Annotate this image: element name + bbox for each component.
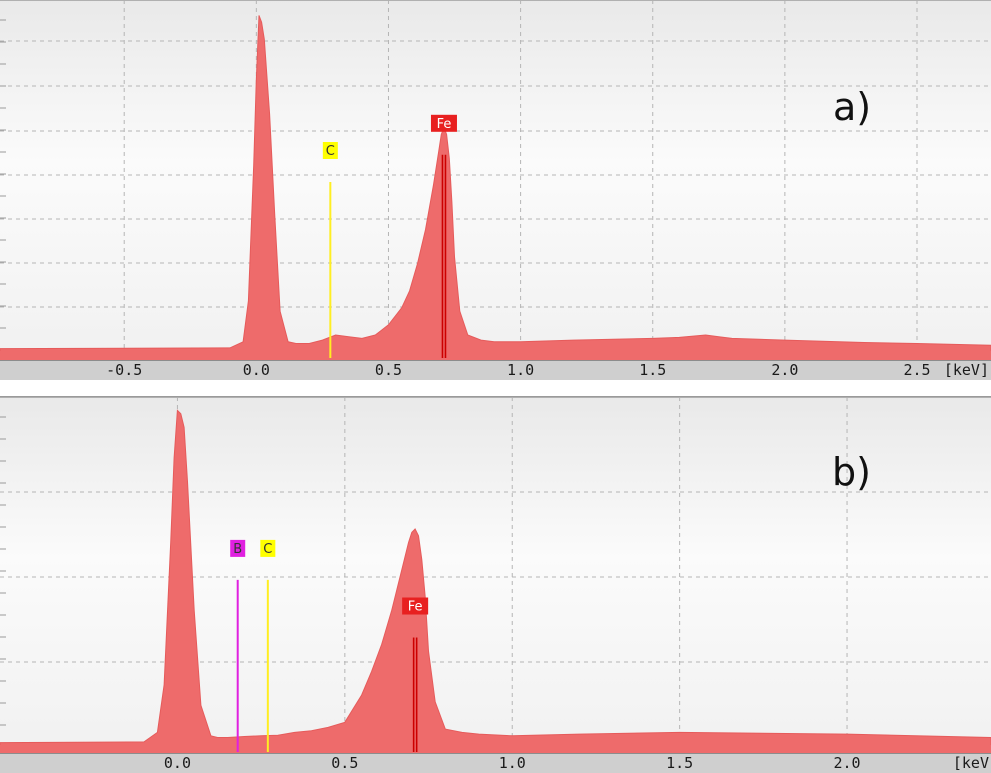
marker-label-c: C — [263, 542, 272, 557]
marker-label-fe: Fe — [408, 600, 423, 615]
x-tick-label: 1.0 — [507, 361, 534, 379]
x-unit-label: [keV — [953, 754, 989, 772]
spectrum-area — [0, 15, 991, 353]
marker-label-c: C — [326, 144, 335, 159]
panel-label: a) — [833, 85, 871, 129]
x-tick-label: 0.5 — [331, 754, 358, 772]
x-tick-label: 1.5 — [666, 754, 693, 772]
x-tick-label: 2.0 — [833, 754, 860, 772]
spectrum-panel-b: B C Fe b) 0.0 0.5 1.0 1.5 2.0 [keV — [0, 397, 991, 773]
x-tick-label: 0.0 — [243, 361, 270, 379]
x-tick-label: 1.5 — [639, 361, 666, 379]
x-tick-label: 1.0 — [499, 754, 526, 772]
spectrum-chart-a: C Fe a) -0.5 0.0 0.5 1.0 1.5 2.0 2.5 [keV] — [0, 0, 991, 380]
marker-badge-c — [260, 539, 276, 557]
baseline — [0, 351, 991, 360]
x-tick-label: 2.5 — [903, 361, 930, 379]
x-tick-label: 0.0 — [164, 754, 191, 772]
baseline — [0, 745, 991, 753]
spectrum-area — [0, 409, 991, 747]
plot-background — [0, 0, 991, 360]
x-tick-label: 2.0 — [771, 361, 798, 379]
marker-badge-c — [322, 142, 338, 159]
panel-label: b) — [832, 450, 871, 494]
marker-label-b: B — [233, 542, 242, 557]
marker-badge-fe — [402, 597, 429, 615]
x-axis-bar — [0, 360, 991, 380]
x-unit-label: [keV] — [944, 361, 989, 379]
x-axis-bar — [0, 753, 991, 773]
spectrum-panel-a: C Fe a) -0.5 0.0 0.5 1.0 1.5 2.0 2.5 [keV] — [0, 0, 991, 380]
x-tick-label: 0.5 — [375, 361, 402, 379]
x-tick-label: -0.5 — [106, 361, 142, 379]
marker-badge-b — [230, 539, 246, 557]
marker-label-fe: Fe — [437, 117, 452, 132]
spectrum-chart-b: B C Fe b) 0.0 0.5 1.0 1.5 2.0 [keV — [0, 397, 991, 773]
panel-divider — [0, 380, 991, 398]
marker-badge-fe — [430, 114, 457, 132]
